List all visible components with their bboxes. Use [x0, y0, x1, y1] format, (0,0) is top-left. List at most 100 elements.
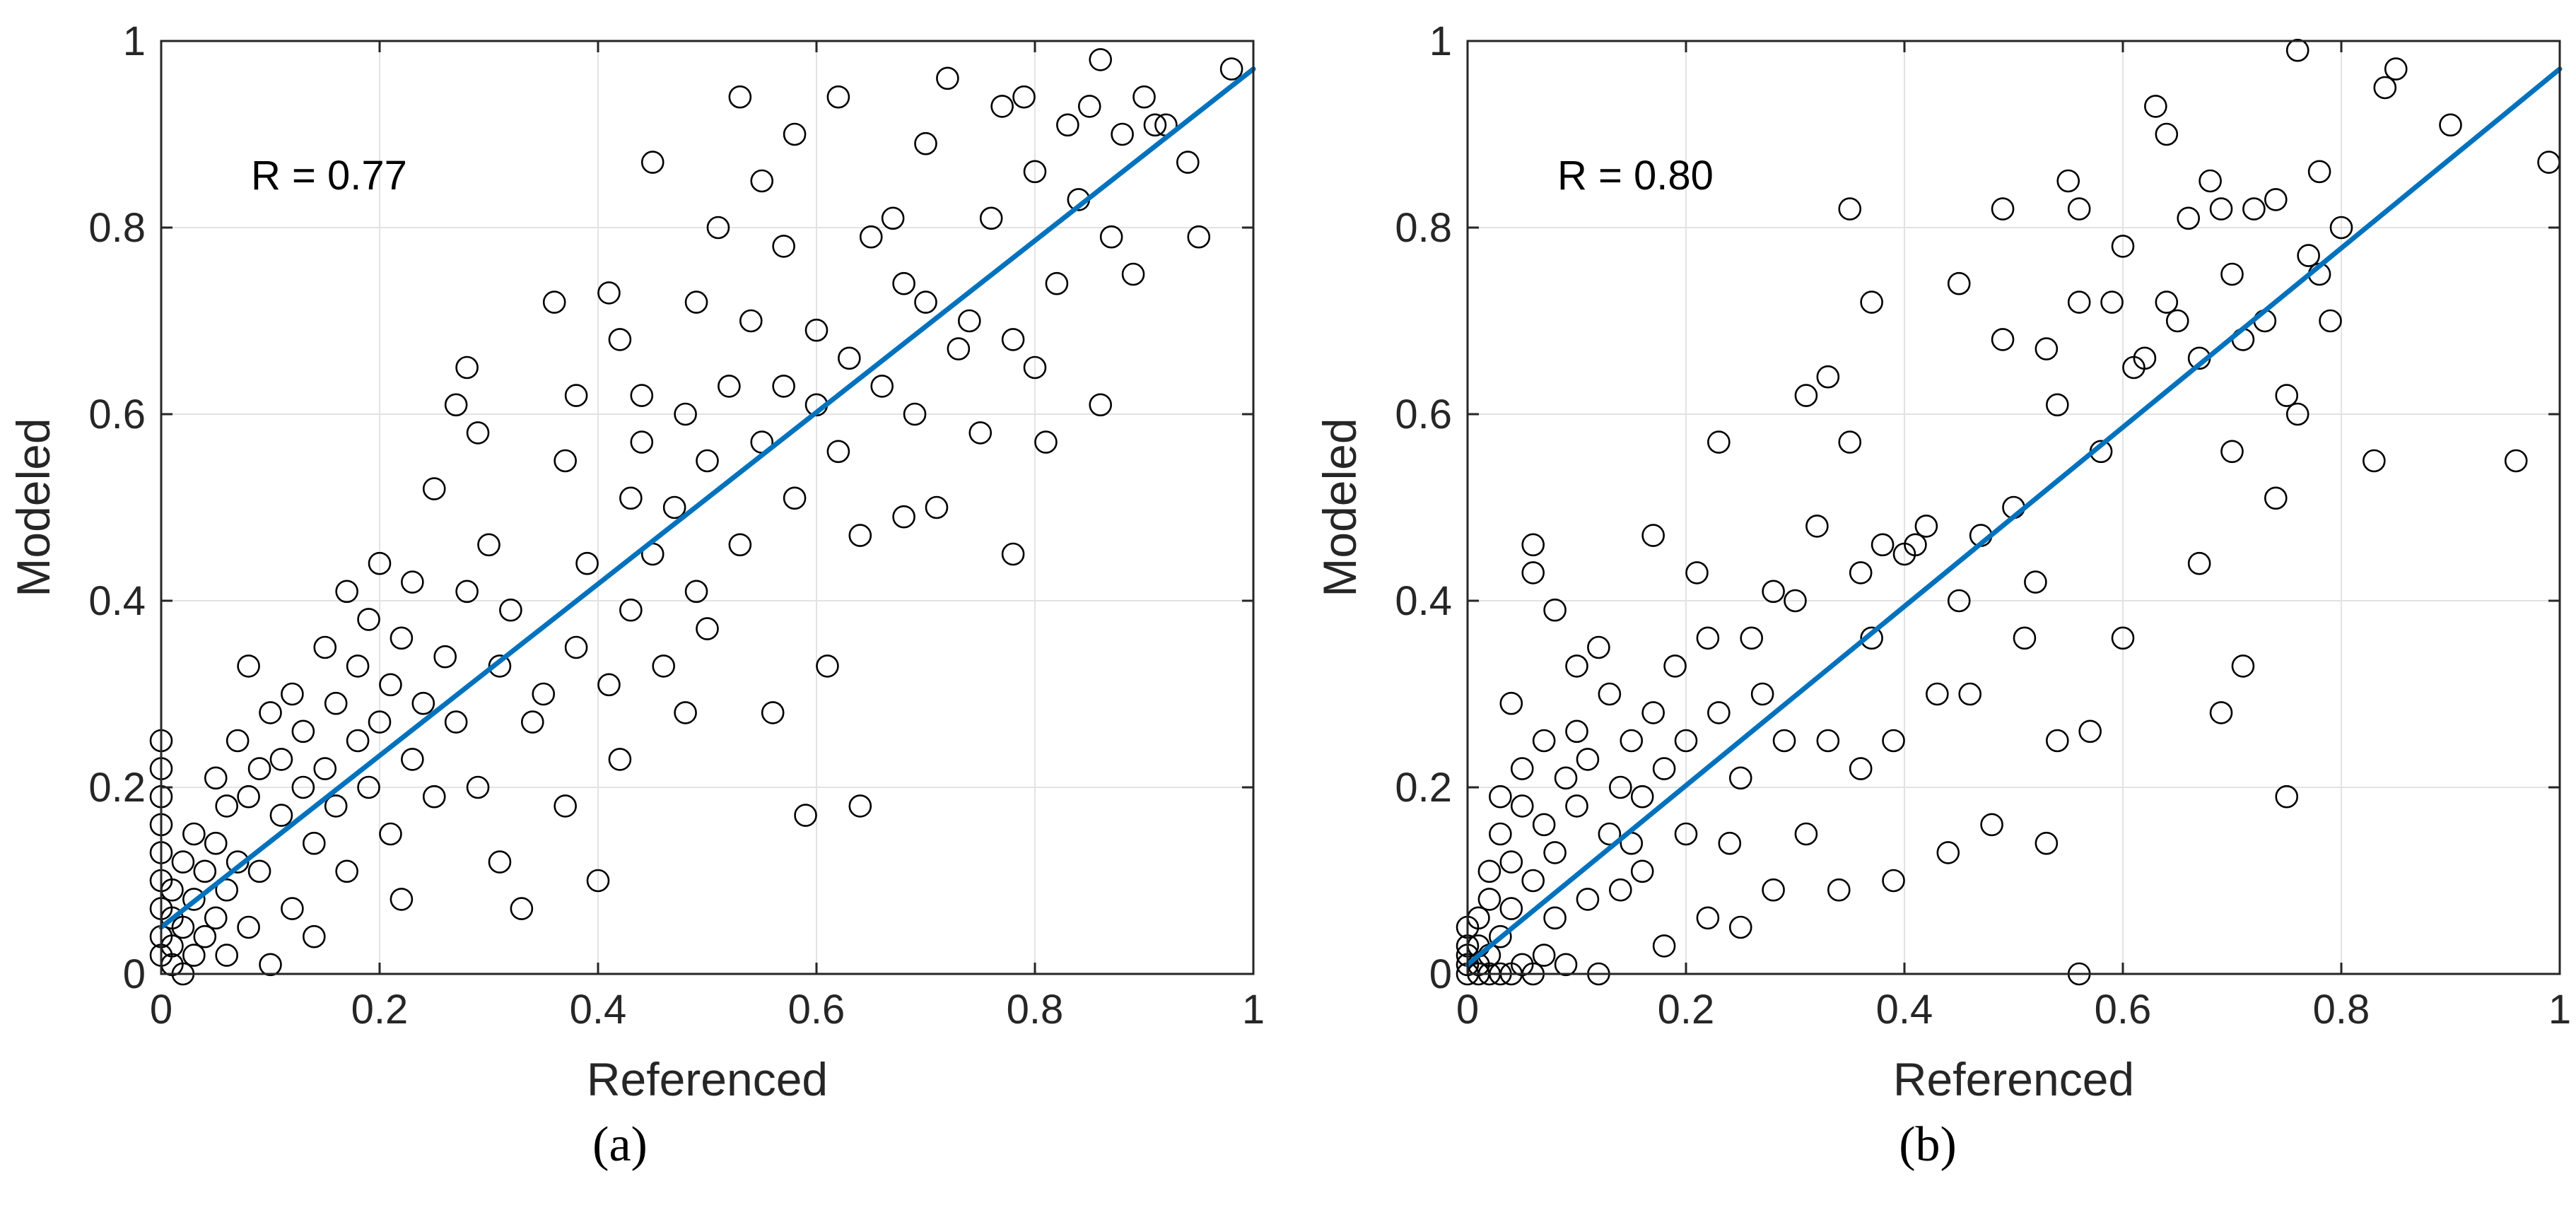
fit-line-a	[158, 66, 1256, 930]
data-point-b-38	[1565, 654, 1588, 678]
data-point-a-21	[204, 766, 228, 790]
data-point-a-109	[750, 169, 774, 193]
data-point-a-74	[488, 850, 512, 874]
data-point-a-94	[640, 151, 665, 174]
data-point-a-58	[390, 626, 414, 650]
data-point-a-122	[838, 346, 861, 370]
data-point-b-52	[1641, 701, 1665, 724]
data-point-b-26	[1521, 533, 1545, 557]
x-tick-label-a-5: 1	[1242, 987, 1265, 1033]
data-point-a-156	[1143, 113, 1167, 137]
data-point-b-69	[1762, 580, 1785, 604]
data-point-b-77	[1827, 878, 1851, 902]
y-tick-label-b-1: 0.2	[1395, 765, 1452, 811]
data-point-b-141	[2307, 160, 2331, 184]
data-point-b-113	[2111, 235, 2135, 258]
data-point-a-155	[1132, 85, 1156, 109]
data-point-a-34	[259, 701, 282, 724]
data-point-a-23	[204, 906, 228, 930]
caption-b: (b)	[1857, 1117, 1998, 1173]
data-point-a-40	[291, 775, 315, 799]
data-point-a-39	[281, 682, 304, 706]
data-point-a-124	[848, 794, 872, 818]
data-point-b-59	[1696, 906, 1720, 930]
x-tick-label-b-0: 0	[1456, 987, 1479, 1033]
data-point-b-28	[1532, 944, 1556, 967]
data-point-b-11	[1477, 888, 1501, 911]
data-point-a-160	[1219, 57, 1243, 81]
data-point-a-90	[619, 486, 643, 510]
data-point-a-102	[696, 449, 719, 473]
data-point-b-147	[2439, 113, 2462, 137]
data-point-b-29	[1532, 813, 1556, 837]
data-point-a-73	[488, 654, 512, 678]
data-point-b-103	[2035, 831, 2059, 855]
data-point-a-105	[718, 375, 741, 398]
data-point-a-127	[881, 206, 905, 230]
data-point-b-90	[1926, 682, 1949, 706]
data-point-b-75	[1816, 365, 1840, 389]
data-point-b-58	[1685, 561, 1709, 584]
data-point-a-133	[925, 495, 949, 519]
r-annotation-a: R = 0.77	[251, 153, 407, 199]
data-point-a-113	[772, 375, 795, 398]
data-point-b-139	[2297, 244, 2320, 267]
data-point-b-33	[1543, 841, 1567, 864]
data-point-a-72	[477, 533, 500, 557]
data-point-b-25	[1521, 869, 1545, 893]
x-tick-label-b-3: 0.6	[2095, 987, 2152, 1033]
data-point-a-135	[947, 337, 971, 360]
data-point-b-100	[2013, 626, 2037, 650]
data-point-b-143	[2329, 216, 2353, 240]
data-point-a-36	[269, 804, 293, 827]
data-point-b-91	[1936, 841, 1960, 864]
data-point-a-141	[1001, 542, 1025, 566]
data-point-a-140	[1001, 328, 1025, 351]
data-point-a-125	[859, 225, 883, 249]
data-point-a-118	[804, 318, 829, 342]
data-point-a-115	[783, 486, 807, 510]
data-point-b-145	[2373, 76, 2397, 100]
axes-box-a	[160, 40, 1255, 975]
data-point-b-112	[2100, 290, 2124, 314]
data-point-b-125	[2209, 701, 2233, 724]
data-point-b-98	[1991, 328, 2015, 351]
data-point-b-86	[1882, 729, 1905, 753]
data-point-a-38	[281, 897, 304, 920]
data-point-b-72	[1794, 384, 1818, 407]
data-point-a-100	[684, 290, 708, 314]
data-point-b-46	[1609, 878, 1632, 902]
data-point-a-50	[346, 729, 370, 753]
data-point-b-106	[2056, 169, 2080, 193]
x-tick-label-a-4: 0.8	[1007, 987, 1064, 1033]
data-point-a-49	[335, 859, 358, 883]
data-point-b-128	[2220, 262, 2244, 286]
data-point-b-79	[1838, 430, 1862, 454]
data-point-b-60	[1696, 626, 1720, 650]
data-point-a-60	[401, 570, 424, 594]
data-point-a-145	[1034, 430, 1058, 454]
x-tick-label-b-2: 0.4	[1876, 987, 1933, 1033]
data-point-b-74	[1805, 515, 1829, 538]
x-axis-label-a: Referenced	[587, 1053, 828, 1105]
data-point-a-82	[564, 384, 588, 407]
data-point-a-142	[1012, 85, 1036, 109]
data-point-b-67	[1750, 682, 1774, 706]
data-point-a-77	[520, 710, 544, 734]
data-point-a-61	[401, 748, 424, 771]
data-point-a-120	[826, 85, 850, 109]
data-point-a-17	[182, 888, 206, 911]
data-point-a-30	[237, 785, 260, 809]
data-point-a-70	[466, 421, 490, 445]
x-tick-label-a-2: 0.4	[570, 987, 627, 1033]
data-point-b-135	[2275, 384, 2299, 407]
data-point-b-63	[1718, 831, 1742, 855]
data-point-a-37	[269, 748, 293, 771]
data-point-b-97	[1991, 197, 2015, 221]
data-point-b-70	[1772, 729, 1796, 753]
data-point-b-76	[1816, 729, 1840, 753]
data-point-a-48	[335, 580, 358, 604]
data-point-a-111	[761, 701, 785, 724]
data-point-b-44	[1598, 682, 1622, 706]
